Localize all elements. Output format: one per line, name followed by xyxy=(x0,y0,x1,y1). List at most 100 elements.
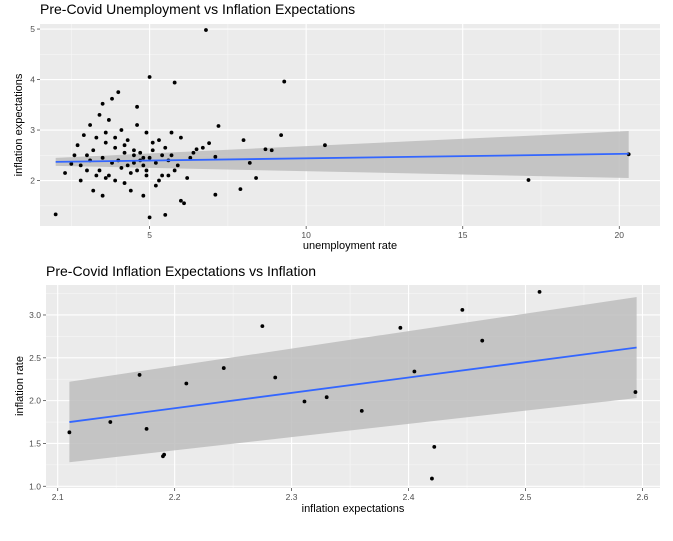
data-point xyxy=(182,201,186,206)
data-point xyxy=(78,163,83,168)
data-point xyxy=(150,140,155,145)
data-point xyxy=(147,215,152,220)
confidence-band xyxy=(69,296,637,463)
data-point xyxy=(279,133,284,138)
data-point xyxy=(430,476,434,481)
data-point xyxy=(63,171,67,175)
data-point xyxy=(238,187,243,192)
data-point xyxy=(122,143,127,148)
trend-line xyxy=(69,346,637,423)
data-point xyxy=(108,420,113,424)
y-tick-label: 2 xyxy=(30,176,35,186)
data-point xyxy=(172,168,177,173)
x-tick-label: 2.6 xyxy=(637,492,649,502)
data-point xyxy=(207,141,211,146)
data-point xyxy=(141,193,146,198)
data-point xyxy=(72,153,77,158)
data-point xyxy=(144,173,149,178)
data-point xyxy=(221,366,226,370)
y-axis-title: inflation rate xyxy=(14,356,26,416)
confidence-band xyxy=(55,131,629,179)
data-point xyxy=(132,160,136,165)
confidence-band-area xyxy=(55,131,629,179)
data-point xyxy=(157,178,161,183)
data-point xyxy=(398,325,403,330)
y-tick-label: 4 xyxy=(30,75,35,85)
data-point xyxy=(480,338,485,343)
data-points xyxy=(53,28,631,220)
data-point xyxy=(160,173,165,178)
data-point xyxy=(103,140,108,145)
data-point xyxy=(204,28,208,32)
data-point xyxy=(113,135,118,140)
data-point xyxy=(119,128,124,132)
data-point xyxy=(324,395,329,400)
data-point xyxy=(302,399,307,404)
tick-labels: 5 10 15 20 2 3 4 5 xyxy=(30,24,624,240)
data-point xyxy=(110,96,114,101)
data-point xyxy=(163,145,168,150)
regression-line xyxy=(55,152,629,163)
data-point xyxy=(138,150,143,155)
data-point xyxy=(88,123,93,127)
y-tick-label: 3.0 xyxy=(29,310,41,320)
confidence-band-area xyxy=(69,296,637,463)
data-point xyxy=(103,176,108,180)
data-point xyxy=(137,373,142,377)
data-point xyxy=(188,155,193,160)
x-tick-label: 10 xyxy=(301,230,311,240)
data-point xyxy=(67,430,72,435)
data-point xyxy=(128,188,133,193)
data-point xyxy=(184,381,189,386)
data-point xyxy=(81,133,86,138)
data-point xyxy=(194,147,199,152)
data-point xyxy=(273,375,278,380)
data-point xyxy=(213,154,218,159)
data-point xyxy=(412,369,417,374)
data-points xyxy=(67,289,638,481)
data-point xyxy=(119,166,124,170)
data-point xyxy=(144,168,149,173)
x-axis-title: unemployment rate xyxy=(303,240,397,252)
data-point xyxy=(135,104,139,109)
data-point xyxy=(260,324,265,329)
data-point xyxy=(122,181,127,185)
data-point xyxy=(144,130,149,135)
data-point xyxy=(113,178,118,183)
x-tick-label: 2.3 xyxy=(286,492,298,502)
data-point xyxy=(432,444,437,449)
y-tick-label: 1.0 xyxy=(29,481,41,491)
data-point xyxy=(633,390,638,394)
data-point xyxy=(213,192,218,197)
plot-panel xyxy=(40,24,660,226)
chart-title: Pre-Covid Inflation Expectations vs Infl… xyxy=(46,263,316,279)
y-axis-title: inflation expectations xyxy=(13,73,25,176)
data-point xyxy=(78,178,83,183)
data-point xyxy=(116,90,121,95)
data-point xyxy=(359,409,364,413)
data-point xyxy=(323,143,327,148)
data-point xyxy=(135,123,139,127)
x-tick-label: 2.4 xyxy=(403,492,415,502)
data-point xyxy=(97,113,102,117)
data-point xyxy=(241,138,246,143)
data-point xyxy=(147,75,152,79)
data-point xyxy=(94,135,99,140)
data-point xyxy=(150,148,155,153)
x-tick-label: 2.5 xyxy=(520,492,532,502)
data-point xyxy=(122,150,127,155)
data-point xyxy=(175,163,180,168)
y-tick-label: 3 xyxy=(30,125,35,135)
data-point xyxy=(179,135,183,140)
data-point xyxy=(94,173,99,178)
data-point xyxy=(263,147,268,152)
y-tick-label: 5 xyxy=(30,24,35,34)
data-point xyxy=(153,183,158,188)
data-point xyxy=(125,138,130,143)
data-point xyxy=(135,168,139,173)
data-point xyxy=(254,176,258,180)
data-point xyxy=(106,118,111,122)
x-tick-label: 2.2 xyxy=(169,492,181,502)
